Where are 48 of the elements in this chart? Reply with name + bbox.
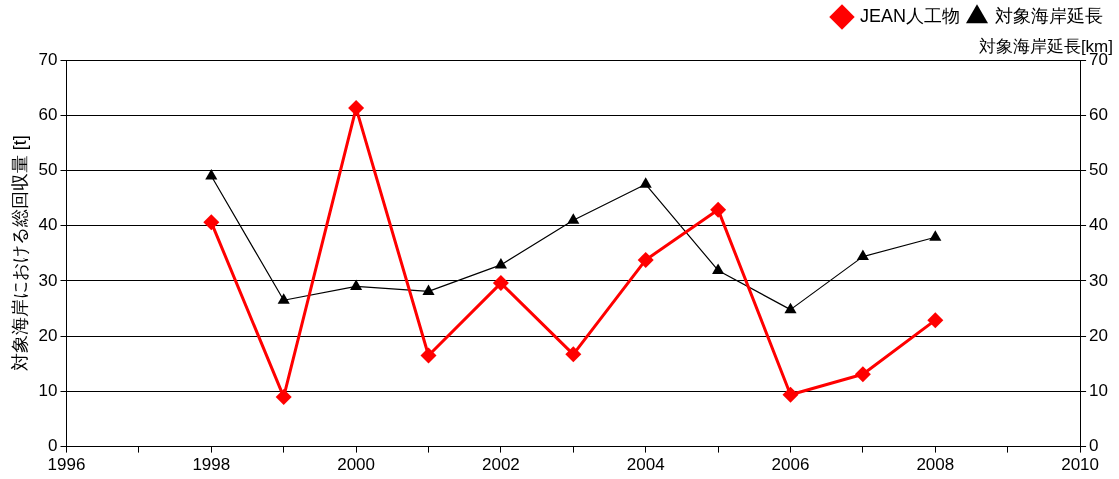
x-tick-label: 2002 [481, 455, 520, 475]
y-tick-label: 20 [38, 325, 58, 345]
point [492, 275, 509, 292]
y-tick-label: 60 [38, 104, 58, 124]
point [927, 312, 944, 329]
y-tick-label: 10 [38, 381, 58, 401]
y2-tick-label: 30 [1089, 270, 1109, 290]
y-tick-label: 40 [38, 215, 58, 235]
x-tick-label: 2008 [916, 455, 955, 475]
point [205, 168, 218, 180]
x-tick-label: 1998 [192, 455, 231, 475]
x-tick-label: 2006 [771, 455, 810, 475]
y-axis-title: 対象海岸における総回収量 [t] [9, 135, 30, 372]
point [782, 386, 799, 403]
point [856, 249, 869, 261]
y-tick-label: 70 [38, 49, 58, 69]
y2-tick-label: 60 [1089, 104, 1109, 124]
point [929, 230, 942, 241]
point [567, 213, 580, 224]
point [710, 201, 727, 218]
point [494, 257, 507, 269]
legend-label: 対象海岸延長 [995, 5, 1103, 26]
point [348, 100, 365, 117]
x-tick-label: 2004 [626, 455, 665, 475]
point [637, 251, 654, 268]
point [784, 302, 797, 314]
y2-tick-label: 20 [1089, 325, 1109, 345]
point [277, 293, 290, 304]
point [275, 388, 292, 405]
y2-tick-label: 50 [1089, 160, 1109, 180]
point [350, 279, 363, 290]
y-tick-label: 0 [48, 436, 58, 456]
y2-tick-label: 10 [1089, 381, 1109, 401]
legend-label: JEAN人工物 [859, 5, 960, 26]
point [203, 214, 220, 231]
x-tick-label: 1996 [47, 455, 86, 475]
point [639, 177, 652, 188]
point [420, 347, 437, 364]
y-tick-label: 50 [38, 160, 58, 180]
y2-tick-label: 40 [1089, 215, 1109, 235]
point [854, 366, 871, 383]
point [565, 346, 582, 363]
x-tick-label: 2010 [1061, 455, 1099, 475]
point [422, 284, 435, 295]
point [712, 263, 725, 274]
x-tick-label: 2000 [337, 455, 376, 475]
y2-tick-label: 0 [1089, 436, 1099, 456]
y-tick-label: 30 [38, 270, 58, 290]
